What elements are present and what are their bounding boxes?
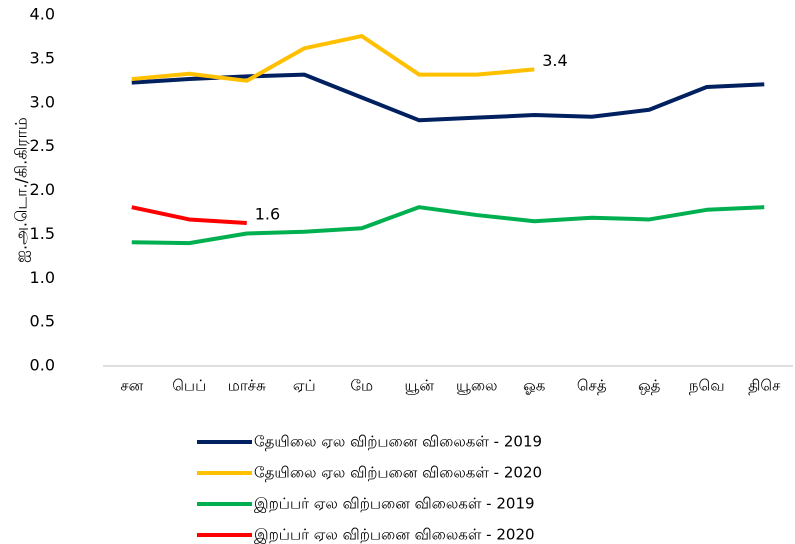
y-tick-label: 4.0 <box>30 5 55 24</box>
legend-label: தேயிலை ஏல விற்பனை விலைகள் - 2019 <box>254 433 542 451</box>
y-tick-label: 0.5 <box>30 312 55 331</box>
y-tick-label: 3.0 <box>30 92 55 111</box>
x-tick-label: மே <box>350 377 373 395</box>
x-tick-label: நவெ <box>689 377 725 395</box>
series-line <box>131 34 535 83</box>
y-tick-label: 0.0 <box>30 356 55 375</box>
x-tick-label: பெப் <box>172 377 206 395</box>
x-tick-label: ஒத் <box>638 377 661 395</box>
data-label: 3.4 <box>542 51 567 70</box>
x-tick-label: ஏப் <box>293 377 316 395</box>
legend-label: இறப்பர் ஏல விற்பனை விலைகள் - 2020 <box>254 526 535 544</box>
x-tick-label: செத் <box>577 377 607 395</box>
x-tick-label: மாச்சு <box>228 377 266 395</box>
data-label: 1.6 <box>255 204 280 223</box>
x-tick-label: சன <box>120 377 143 395</box>
y-tick-label: 3.5 <box>30 48 55 67</box>
y-axis-label: ஐ.அ.டொ./கி.கிராம் <box>12 117 31 263</box>
series-line <box>131 205 765 246</box>
y-tick-label: 2.5 <box>30 136 55 155</box>
x-tick-label: யூன் <box>405 377 435 395</box>
legend-label: தேயிலை ஏல விற்பனை விலைகள் - 2020 <box>254 464 542 482</box>
legend-label: இறப்பர் ஏல விற்பனை விலைகள் - 2019 <box>254 495 535 513</box>
x-tick-label: ஓக <box>523 377 545 395</box>
series-line <box>131 205 247 225</box>
x-tick-label: திசெ <box>748 377 781 395</box>
y-tick-label: 2.0 <box>30 180 55 199</box>
series-line <box>131 72 765 123</box>
y-tick-label: 1.0 <box>30 268 55 287</box>
y-tick-label: 1.5 <box>30 224 55 243</box>
x-tick-label: யூலை <box>456 377 498 395</box>
